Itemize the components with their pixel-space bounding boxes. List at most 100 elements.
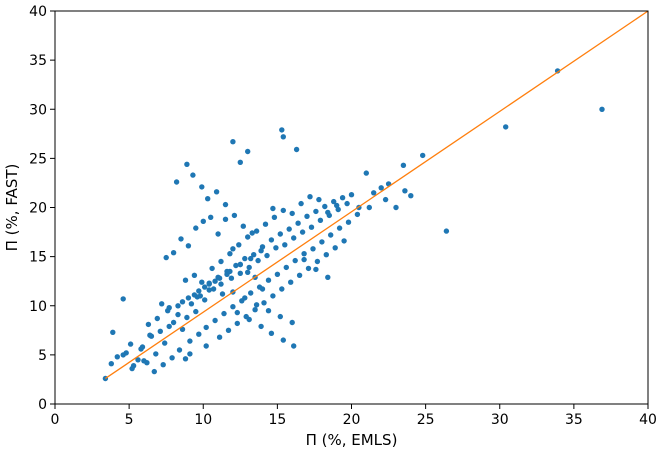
x-tick-label: 10 [194,412,212,428]
data-point [166,323,172,330]
data-point [184,314,190,321]
data-point [402,188,408,194]
data-point [251,252,257,258]
data-point [157,328,163,334]
data-point [141,358,147,364]
data-point [271,214,278,220]
data-point [258,323,264,330]
data-point [206,281,212,287]
data-point [283,264,289,271]
data-point [230,139,236,145]
data-point [175,311,181,318]
data-point [420,152,426,159]
data-point [237,261,243,268]
data-point [332,245,338,251]
x-tick-label: 5 [125,412,134,428]
data-point [225,327,232,333]
y-tick-label: 35 [29,53,47,69]
data-point [299,229,306,235]
data-point [199,184,205,190]
y-tick-label: 20 [29,201,47,217]
data-point [242,295,248,301]
data-point [291,235,297,241]
data-point [255,257,261,264]
data-point [222,216,229,222]
data-point [210,286,217,292]
data-point [193,308,199,315]
data-point [280,207,286,214]
data-point [154,315,160,322]
data-point [170,250,177,256]
y-tick-label: 15 [29,250,47,266]
data-point [322,203,328,210]
data-point [202,297,208,303]
data-point [187,351,193,357]
data-point [344,200,350,207]
x-tick-label: 0 [51,412,60,428]
data-point [203,324,209,331]
data-point [252,307,258,313]
data-point [120,352,126,358]
data-point [305,265,312,272]
data-point [237,159,243,165]
data-point [135,357,141,363]
data-point [170,319,177,326]
data-point [114,354,121,360]
data-point [188,301,195,307]
data-point [234,309,240,316]
data-point [246,316,252,323]
y-tick-label: 0 [38,397,47,413]
x-tick-label: 40 [639,412,657,428]
data-point [153,351,159,357]
data-point [256,284,263,290]
data-point [127,341,134,347]
data-point [298,200,304,207]
data-point [237,270,243,276]
data-point [176,347,183,353]
data-point [280,134,286,140]
data-point [268,237,275,243]
data-point [310,246,316,252]
data-point [316,196,322,203]
x-tick-label: 30 [491,412,509,428]
data-point [151,368,157,375]
data-point [336,225,343,231]
data-point [288,279,294,285]
data-point [378,185,384,191]
data-point [270,205,276,212]
data-point [218,258,224,265]
data-point [317,217,324,223]
data-point [307,194,313,200]
data-point [363,170,369,176]
data-point [234,320,240,327]
data-point [248,290,254,296]
data-point [147,332,153,338]
data-point [280,337,286,343]
data-point [313,208,319,215]
data-point [221,310,227,317]
data-point [190,172,196,178]
data-point [159,301,165,307]
data-point [240,223,246,229]
y-tick-label: 10 [29,299,47,315]
data-point [274,271,281,277]
data-point [193,225,199,231]
data-point [145,321,152,328]
data-point [165,308,171,314]
data-point [185,243,192,249]
data-point [289,319,295,326]
data-point [248,255,254,262]
data-point [110,329,116,335]
data-point [393,204,399,211]
x-tick-label: 15 [268,412,286,428]
data-point [334,202,340,209]
data-point [163,254,169,261]
data-point [366,204,372,211]
data-point [443,228,450,234]
data-point [246,264,252,271]
data-point [230,246,236,252]
scatter-points [102,68,605,382]
data-point [108,361,115,367]
data-point [236,242,242,248]
